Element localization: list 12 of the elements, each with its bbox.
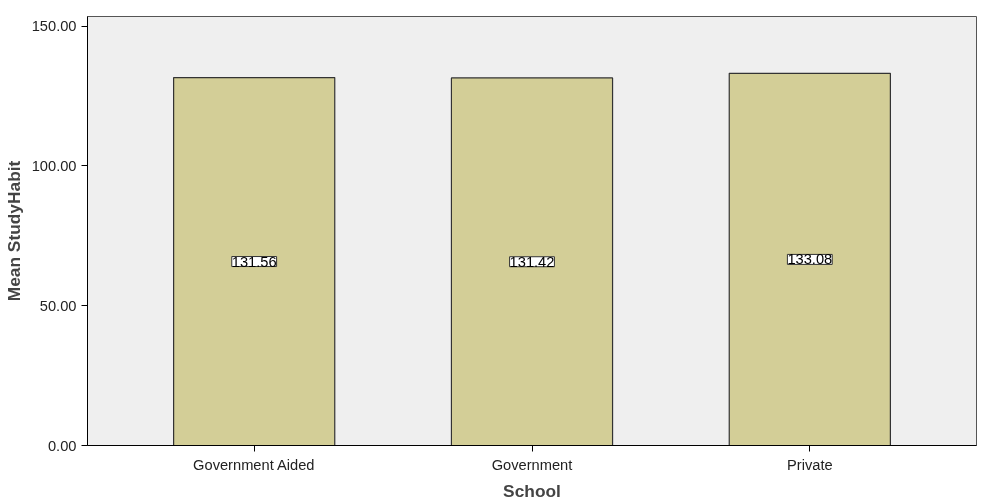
y-tick-label: 150.00 bbox=[31, 18, 77, 35]
y-tick-label: 100.00 bbox=[31, 157, 77, 174]
x-tick-label: Private bbox=[787, 456, 833, 473]
x-tick-label: Government bbox=[491, 456, 573, 473]
y-tick-label: 50.00 bbox=[39, 297, 77, 314]
data-label: 133.08 bbox=[787, 251, 833, 268]
y-axis-title: Mean StudyHabit bbox=[3, 160, 24, 302]
x-axis-title: School bbox=[503, 480, 561, 501]
data-label: 131.42 bbox=[509, 253, 555, 270]
x-tick-label: Government Aided bbox=[193, 456, 315, 473]
data-label: 131.56 bbox=[231, 253, 277, 270]
y-tick-label: 0.00 bbox=[47, 437, 77, 454]
